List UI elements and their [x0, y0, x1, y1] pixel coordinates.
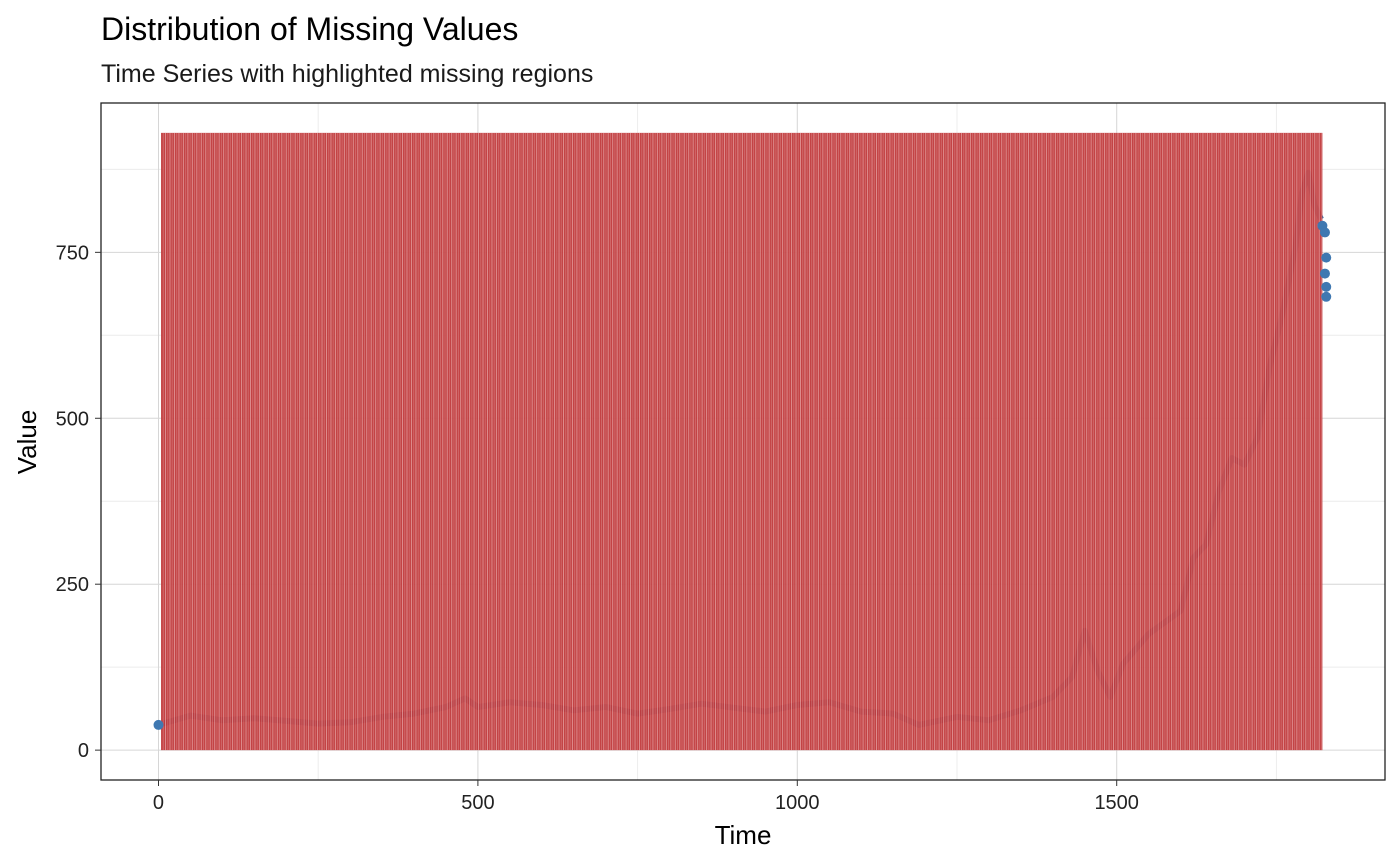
x-tick-label: 500	[461, 792, 494, 814]
x-tick-label: 1000	[775, 792, 820, 814]
x-axis-title: Time	[715, 820, 772, 850]
x-tick-label: 1500	[1094, 792, 1139, 814]
y-axis-title: Value	[12, 410, 42, 475]
chart-title: Distribution of Missing Values	[101, 11, 518, 47]
x-tick-label: 0	[153, 792, 164, 814]
data-point	[1319, 227, 1330, 238]
missing-region-band	[161, 132, 1323, 751]
y-tick-label: 250	[56, 574, 89, 596]
data-point	[1321, 291, 1332, 302]
plot-border	[100, 102, 1386, 781]
data-point	[153, 719, 164, 730]
plot-panel: 0 500 1000 1500 0 250 500 750	[56, 102, 1386, 814]
y-tick-label: 750	[56, 242, 89, 264]
chart-subtitle: Time Series with highlighted missing reg…	[101, 60, 593, 88]
data-point	[1321, 281, 1332, 292]
data-point	[1319, 268, 1330, 279]
y-tick-label: 500	[56, 408, 89, 430]
y-tick-label: 0	[78, 740, 89, 762]
data-point	[1321, 252, 1332, 263]
